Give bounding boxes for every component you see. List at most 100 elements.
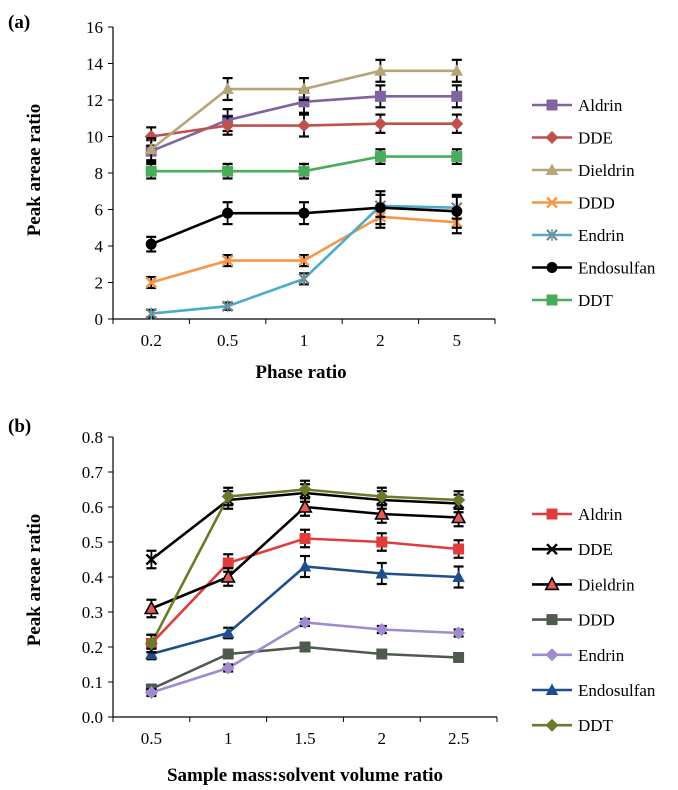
panel-b-legend: Aldrin DDE Dieldrin DDD Endrin Endosulfan DDT bbox=[532, 505, 656, 735]
legend-label: DDT bbox=[578, 291, 614, 310]
data-point bbox=[451, 205, 463, 217]
legend-item-endosulfan: Endosulfan bbox=[532, 259, 656, 278]
data-point bbox=[453, 543, 465, 555]
y-tick-label: 0.7 bbox=[82, 463, 104, 482]
data-point bbox=[298, 254, 310, 267]
legend-item-endosulfan: Endosulfan bbox=[532, 681, 656, 700]
legend-item-dieldrin: Dieldrin bbox=[532, 575, 635, 594]
series-line bbox=[150, 645, 459, 691]
legend-label: DDD bbox=[578, 194, 615, 213]
y-tick-label: 0.0 bbox=[82, 708, 103, 727]
legend-marker bbox=[545, 683, 559, 695]
y-tick-label: 0.4 bbox=[82, 568, 104, 587]
data-point bbox=[145, 165, 157, 177]
data-point bbox=[221, 626, 235, 638]
legend-marker bbox=[545, 131, 559, 144]
data-point bbox=[222, 648, 234, 660]
panel-a-xlabel: Phase ratio bbox=[255, 362, 346, 383]
legend-marker bbox=[546, 196, 558, 209]
data-point bbox=[144, 637, 158, 650]
x-tick-label: 1 bbox=[224, 729, 233, 748]
legend-item-ddd: DDD bbox=[532, 194, 615, 213]
legend-item-ddt: DDT bbox=[532, 716, 614, 735]
data-point bbox=[451, 509, 467, 524]
data-point bbox=[450, 64, 464, 76]
data-point bbox=[374, 64, 387, 76]
data-point bbox=[298, 272, 310, 285]
legend-label: Dieldrin bbox=[578, 575, 635, 594]
y-tick-label: 2 bbox=[95, 274, 104, 293]
legend-label: DDD bbox=[578, 611, 615, 630]
legend-label: Endrin bbox=[578, 646, 625, 665]
data-point bbox=[376, 648, 388, 660]
data-point bbox=[298, 483, 312, 496]
series-line bbox=[151, 565, 459, 656]
legend-item-endrin: Endrin bbox=[532, 226, 625, 245]
legend-label: Endosulfan bbox=[578, 259, 656, 278]
data-point bbox=[145, 238, 157, 250]
legend-label: Endrin bbox=[578, 226, 625, 245]
y-tick-label: 6 bbox=[95, 201, 104, 220]
data-point bbox=[374, 202, 386, 214]
data-point bbox=[221, 119, 235, 133]
data-point bbox=[374, 90, 386, 102]
x-tick-label: 0.2 bbox=[141, 331, 162, 350]
data-point bbox=[453, 652, 465, 663]
panel-b-xlabel: Sample mass:solvent volume ratio bbox=[167, 765, 443, 785]
data-point bbox=[222, 557, 234, 569]
data-point bbox=[144, 130, 158, 143]
data-point bbox=[374, 151, 386, 163]
legend-marker bbox=[546, 229, 558, 241]
panel-a: (a) Peak areae ratio Phase ratio 0246810… bbox=[8, 12, 656, 383]
data-point bbox=[221, 661, 235, 675]
series-line bbox=[151, 621, 459, 694]
data-point bbox=[299, 641, 311, 653]
panel-b-plot-area: 0.0 0.1 0.2 0.3 0.4 0.5 0.6 0.7 0.8 0.5 1 1.5 2 2.5 bbox=[82, 428, 498, 748]
panel-b-label: (b) bbox=[8, 416, 31, 437]
series-dde bbox=[144, 113, 464, 147]
y-tick-label: 0 bbox=[95, 310, 104, 329]
legend-label: DDT bbox=[578, 716, 614, 735]
data-point bbox=[452, 626, 466, 640]
data-point bbox=[298, 207, 310, 219]
data-point bbox=[144, 686, 158, 699]
data-point bbox=[297, 498, 313, 513]
data-point bbox=[144, 142, 158, 155]
legend-marker bbox=[545, 718, 559, 732]
x-tick-label: 1 bbox=[300, 331, 309, 350]
y-tick-label: 10 bbox=[86, 128, 103, 147]
data-point bbox=[298, 165, 310, 177]
data-point bbox=[450, 117, 464, 131]
x-tick-label: 0.5 bbox=[141, 729, 162, 748]
legend-marker bbox=[546, 262, 558, 273]
y-tick-label: 0.8 bbox=[82, 428, 103, 447]
legend-marker bbox=[544, 576, 560, 591]
series-ddt bbox=[144, 479, 466, 654]
series-dieldrin bbox=[143, 497, 467, 619]
legend-item-dieldrin: Dieldrin bbox=[532, 161, 635, 180]
legend-item-dde: DDE bbox=[532, 540, 613, 559]
data-point bbox=[222, 165, 234, 177]
legend-marker bbox=[546, 294, 558, 306]
data-point bbox=[298, 616, 312, 629]
y-tick-label: 4 bbox=[95, 237, 104, 256]
legend-marker bbox=[545, 163, 559, 175]
data-point bbox=[375, 567, 389, 579]
x-tick-label: 2.5 bbox=[448, 729, 469, 748]
data-point bbox=[221, 82, 234, 95]
legend-label: Aldrin bbox=[578, 96, 623, 115]
data-point bbox=[145, 307, 157, 320]
x-tick-label: 1.5 bbox=[294, 729, 315, 748]
legend-label: DDE bbox=[578, 129, 613, 148]
series-dieldrin bbox=[144, 58, 464, 162]
data-point bbox=[145, 276, 158, 289]
data-point bbox=[373, 117, 387, 131]
x-tick-label: 5 bbox=[453, 331, 462, 350]
data-point bbox=[221, 254, 234, 267]
data-point bbox=[143, 600, 159, 615]
series-endosulfan bbox=[145, 190, 463, 253]
legend-label: Aldrin bbox=[578, 505, 623, 524]
